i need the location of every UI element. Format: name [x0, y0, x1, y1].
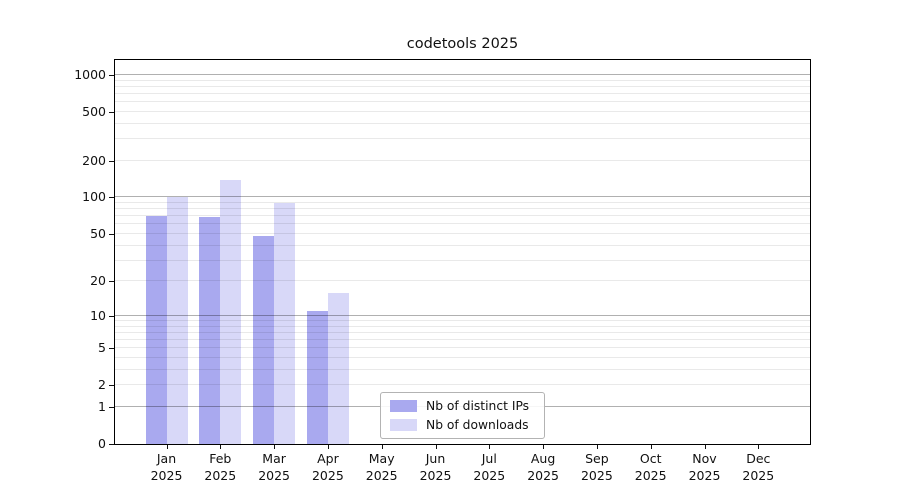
y-tick-label-100: 100	[82, 189, 106, 205]
y-tick-label-1000: 1000	[74, 66, 106, 82]
y-tick-label-200: 200	[82, 152, 106, 168]
y-tick-label-50: 50	[90, 225, 106, 241]
y-tick-mark	[109, 281, 114, 283]
x-tick-mark	[650, 445, 652, 449]
downloads-swatch	[390, 419, 417, 431]
x-tick-label-jan: Jan 2025	[150, 451, 183, 483]
legend-item-downloads: Nb of downloads	[390, 417, 535, 433]
y-tick-label-500: 500	[82, 103, 106, 119]
y-tick-label-2: 2	[98, 377, 106, 393]
legend-item-distinct-ips: Nb of distinct IPs	[390, 398, 535, 414]
x-tick-label-apr: Apr 2025	[311, 451, 344, 483]
x-tick-mark	[327, 445, 329, 449]
y-tick-label-5: 5	[98, 340, 106, 356]
x-tick-mark	[704, 445, 706, 449]
bar-downloads-feb	[220, 179, 242, 444]
bar-distinct-ips-mar	[253, 236, 275, 444]
x-tick-label-sep: Sep 2025	[580, 451, 613, 483]
x-tick-label-jun: Jun 2025	[419, 451, 452, 483]
bar-distinct-ips-feb	[199, 217, 221, 444]
x-tick-label-aug: Aug 2025	[527, 451, 559, 483]
y-tick-mark	[109, 197, 114, 199]
y-tick-mark	[109, 385, 114, 387]
bar-distinct-ips-jan	[145, 216, 167, 444]
y-tick-mark	[109, 315, 114, 317]
bar-downloads-mar	[274, 203, 296, 444]
y-tick-label-20: 20	[90, 273, 106, 289]
chart-title: codetools 2025	[406, 36, 519, 52]
y-tick-label-0: 0	[98, 436, 106, 451]
x-tick-mark	[489, 445, 491, 449]
x-tick-label-feb: Feb 2025	[204, 451, 237, 483]
x-tick-label-nov: Nov 2025	[688, 451, 721, 483]
legend-label: Nb of distinct IPs	[426, 399, 530, 413]
legend: Nb of distinct IPs Nb of downloads	[380, 392, 545, 439]
x-tick-mark	[220, 445, 222, 449]
y-tick-mark	[109, 233, 114, 235]
bar-distinct-ips-apr	[306, 311, 328, 444]
x-tick-label-jul: Jul 2025	[473, 451, 506, 483]
x-tick-label-oct: Oct 2025	[634, 451, 667, 483]
distinct-ips-swatch	[390, 400, 417, 412]
x-tick-mark	[435, 445, 437, 449]
y-tick-label-1: 1	[98, 398, 106, 414]
y-tick-mark	[109, 406, 114, 408]
x-tick-mark	[381, 445, 383, 449]
x-tick-label-mar: Mar 2025	[258, 451, 290, 483]
x-tick-mark	[166, 445, 168, 449]
x-tick-label-may: May 2025	[365, 451, 398, 483]
x-tick-label-dec: Dec 2025	[742, 451, 775, 483]
x-tick-mark	[758, 445, 760, 449]
bar-downloads-jan	[166, 197, 188, 444]
y-tick-mark	[109, 160, 114, 162]
x-tick-mark	[596, 445, 598, 449]
bars-layer	[115, 60, 810, 444]
x-tick-mark	[543, 445, 545, 449]
y-tick-mark	[109, 74, 114, 76]
plot-area	[114, 59, 811, 445]
y-tick-mark	[109, 444, 114, 445]
legend-label: Nb of downloads	[426, 418, 529, 432]
y-tick-label-10: 10	[90, 307, 106, 323]
y-tick-mark	[109, 348, 114, 350]
bar-downloads-apr	[327, 292, 349, 444]
y-tick-mark	[109, 111, 114, 113]
x-tick-mark	[274, 445, 276, 449]
